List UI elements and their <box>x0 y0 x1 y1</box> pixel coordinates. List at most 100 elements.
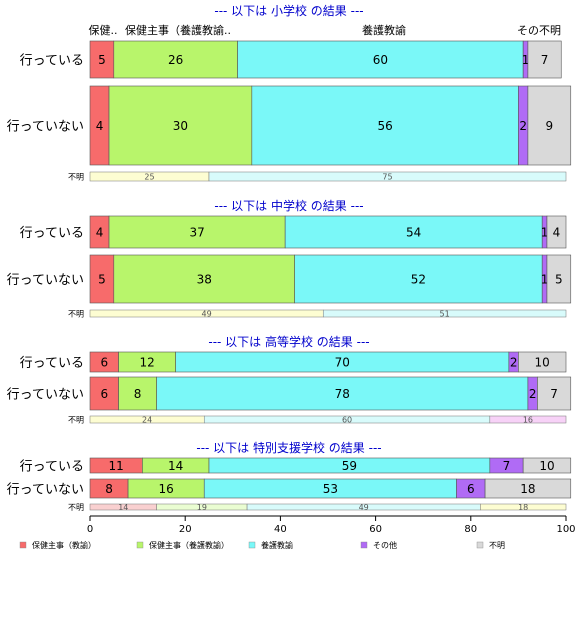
column-header-label: その不明 <box>517 24 561 37</box>
bar-segment <box>546 215 567 249</box>
bar-segment <box>527 85 572 166</box>
section-title: --- 以下は 中学校 の結果 --- <box>214 198 363 213</box>
bar-value-label: 8 <box>134 387 142 401</box>
bar-segment <box>518 351 567 373</box>
column-header-label: 保健主事（養護教諭.. <box>125 23 231 37</box>
bar-value-label: 52 <box>411 273 426 287</box>
bar-value-label: 6 <box>100 356 108 370</box>
na-value-label: 18 <box>518 503 528 512</box>
row-label: 行っている <box>20 54 84 69</box>
bar-segment <box>156 376 529 411</box>
section-title: --- 以下は 特別支援学校 の結果 --- <box>196 440 381 455</box>
na-value-label: 75 <box>382 173 392 182</box>
row-label: 行っている <box>20 356 84 371</box>
bar-value-label: 60 <box>373 53 388 67</box>
bar-value-label: 5 <box>98 53 106 67</box>
na-value-label: 51 <box>440 310 450 319</box>
na-value-label: 14 <box>118 503 128 512</box>
bar-value-label: 38 <box>197 273 212 287</box>
bar-value-label: 2 <box>519 119 527 133</box>
bar-value-label: 2 <box>510 356 518 370</box>
row-label: 行っていない <box>7 120 84 135</box>
bar-segment <box>113 254 295 304</box>
bar-value-label: 1 <box>541 226 549 240</box>
bar-value-label: 70 <box>335 356 350 370</box>
column-header-label: 保健.. <box>89 23 118 37</box>
na-value-label: 60 <box>342 416 352 425</box>
bar-value-label: 4 <box>553 226 561 240</box>
bar-value-label: 8 <box>105 482 113 496</box>
bar-segment <box>484 478 572 499</box>
bar-segment <box>537 376 572 411</box>
na-bar-segment <box>322 309 567 318</box>
bar-segment <box>108 215 286 249</box>
bar-value-label: 78 <box>335 387 350 401</box>
bar-value-label: 18 <box>520 482 535 496</box>
x-tick-label: 100 <box>556 524 575 535</box>
bar-value-label: 6 <box>467 482 475 496</box>
bar-value-label: 10 <box>535 356 550 370</box>
bar-value-label: 4 <box>96 119 104 133</box>
bar-value-label: 30 <box>173 119 188 133</box>
legend-swatch <box>476 541 484 549</box>
bar-value-label: 5 <box>98 273 106 287</box>
bar-value-label: 14 <box>168 459 183 473</box>
legend-label: 保健主事（教諭） <box>32 540 96 550</box>
bar-value-label: 56 <box>377 119 392 133</box>
na-value-label: 49 <box>202 310 212 319</box>
x-tick-label: 20 <box>179 524 192 535</box>
legend-label: 養護教諭 <box>261 540 293 550</box>
legend-swatch <box>136 541 144 549</box>
bar-value-label: 53 <box>323 482 338 496</box>
bar-segment <box>546 254 572 304</box>
na-value-label: 19 <box>197 503 207 512</box>
bar-value-label: 7 <box>503 459 511 473</box>
x-tick-label: 60 <box>369 524 382 535</box>
bar-value-label: 6 <box>100 387 108 401</box>
bar-value-label: 7 <box>550 387 558 401</box>
bar-segment <box>113 40 238 79</box>
legend-label: 保健主事（養護教諭） <box>149 540 229 550</box>
bar-value-label: 11 <box>109 459 124 473</box>
bar-segment <box>527 40 562 79</box>
row-label: 行っていない <box>7 273 84 288</box>
na-value-label: 25 <box>144 173 154 182</box>
row-label: 行っていない <box>7 483 84 498</box>
na-value-label: 49 <box>359 503 369 512</box>
x-tick-label: 0 <box>87 524 93 535</box>
bar-segment <box>284 215 543 249</box>
bar-value-label: 5 <box>555 273 563 287</box>
bar-value-label: 4 <box>96 226 104 240</box>
legend-swatch <box>19 541 27 549</box>
bar-value-label: 9 <box>546 119 554 133</box>
bar-value-label: 2 <box>529 387 537 401</box>
legend-swatch <box>248 541 256 549</box>
bar-value-label: 26 <box>168 53 183 67</box>
bar-value-label: 1 <box>522 53 530 67</box>
bar-segment <box>294 254 543 304</box>
x-tick-label: 80 <box>464 524 477 535</box>
na-row-label: 不明 <box>68 503 84 512</box>
bar-value-label: 37 <box>189 226 204 240</box>
legend-swatch <box>360 541 368 549</box>
bar-value-label: 12 <box>139 356 154 370</box>
row-label: 行っている <box>20 226 84 241</box>
bar-value-label: 1 <box>541 273 549 287</box>
section-title: --- 以下は 小学校 の結果 --- <box>214 3 363 18</box>
bar-segment <box>118 376 157 411</box>
na-row-label: 不明 <box>68 416 84 425</box>
na-bar-segment <box>480 503 567 511</box>
bar-value-label: 59 <box>342 459 357 473</box>
na-row-label: 不明 <box>68 173 84 182</box>
bar-segment <box>522 457 572 474</box>
row-label: 行っていない <box>7 388 84 403</box>
bar-value-label: 10 <box>539 459 554 473</box>
x-tick-label: 40 <box>274 524 287 535</box>
section-title: --- 以下は 高等学校 の結果 --- <box>208 334 369 349</box>
na-row-label: 不明 <box>68 310 84 319</box>
bar-segment <box>237 40 524 79</box>
bar-value-label: 54 <box>406 226 421 240</box>
bar-value-label: 16 <box>159 482 174 496</box>
column-header-label: 養護教諭 <box>362 23 406 37</box>
